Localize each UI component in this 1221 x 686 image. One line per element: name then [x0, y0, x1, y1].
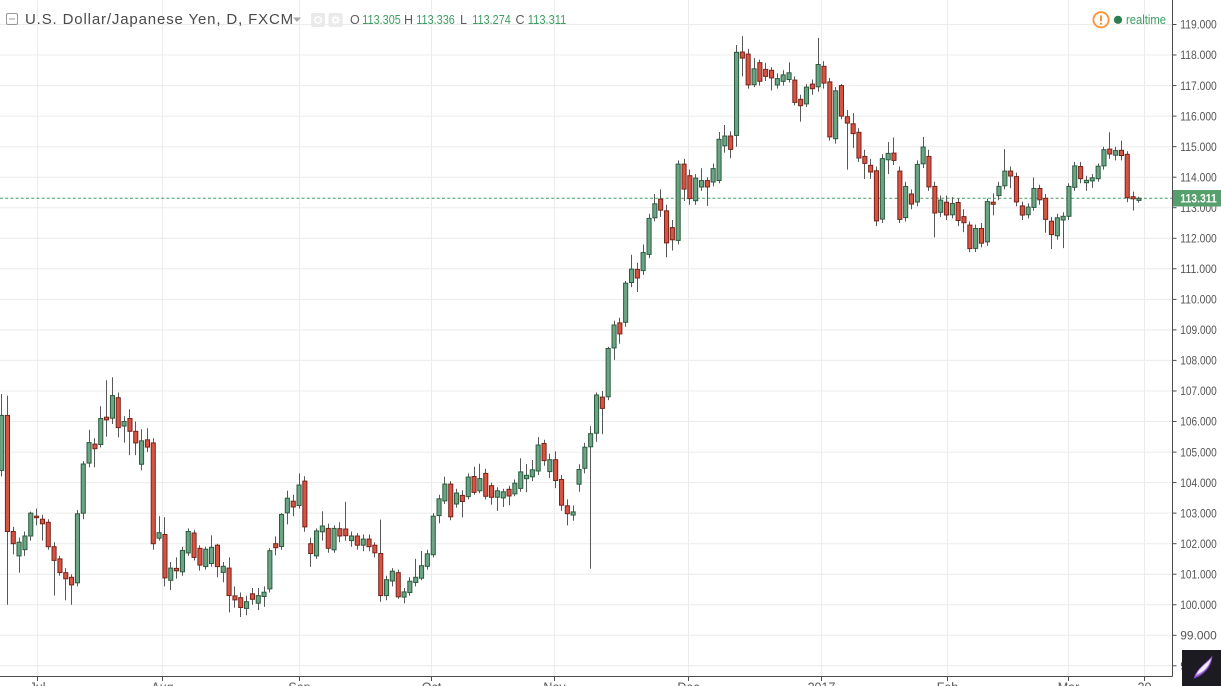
- svg-text:113.274: 113.274: [472, 13, 511, 27]
- svg-text:113.305: 113.305: [362, 13, 401, 27]
- svg-text:113.336: 113.336: [416, 13, 455, 27]
- svg-text:Sep: Sep: [288, 680, 310, 686]
- svg-text:Feb: Feb: [937, 680, 959, 686]
- svg-text:Jul: Jul: [30, 680, 46, 686]
- svg-text:102.000: 102.000: [1180, 537, 1217, 551]
- svg-text:Nov: Nov: [543, 680, 566, 686]
- svg-text:113.311: 113.311: [528, 13, 567, 27]
- svg-text:Dec: Dec: [677, 680, 699, 686]
- svg-text:106.000: 106.000: [1180, 415, 1217, 429]
- svg-text:H: H: [404, 13, 413, 27]
- svg-text:realtime: realtime: [1126, 12, 1166, 27]
- svg-text:Aug: Aug: [151, 680, 173, 686]
- svg-text:116.000: 116.000: [1180, 109, 1217, 123]
- svg-text:2017: 2017: [808, 680, 836, 686]
- svg-text:104.000: 104.000: [1180, 476, 1217, 490]
- svg-text:20: 20: [1138, 680, 1152, 686]
- svg-text:107.000: 107.000: [1180, 384, 1217, 398]
- svg-text:119.000: 119.000: [1180, 18, 1217, 32]
- svg-text:110.000: 110.000: [1180, 293, 1217, 307]
- svg-text:117.000: 117.000: [1180, 79, 1217, 93]
- svg-text:114.000: 114.000: [1180, 170, 1217, 184]
- svg-text:111.000: 111.000: [1180, 262, 1217, 276]
- svg-text:L: L: [460, 13, 467, 27]
- svg-text:101.000: 101.000: [1180, 567, 1217, 581]
- svg-text:112.000: 112.000: [1180, 232, 1217, 246]
- svg-text:99.000: 99.000: [1180, 629, 1217, 643]
- svg-text:Oct: Oct: [422, 680, 442, 686]
- svg-text:100.000: 100.000: [1180, 598, 1217, 612]
- svg-text:103.000: 103.000: [1180, 506, 1217, 520]
- svg-text:C: C: [516, 13, 525, 27]
- svg-text:109.000: 109.000: [1180, 323, 1217, 337]
- svg-text:U.S. Dollar/Japanese Yen, D, F: U.S. Dollar/Japanese Yen, D, FXCM: [25, 11, 294, 28]
- svg-text:115.000: 115.000: [1180, 140, 1217, 154]
- svg-text:Mar: Mar: [1058, 680, 1080, 686]
- svg-text:113.311: 113.311: [1180, 192, 1217, 206]
- svg-text:118.000: 118.000: [1180, 48, 1217, 62]
- svg-text:108.000: 108.000: [1180, 354, 1217, 368]
- svg-text:105.000: 105.000: [1180, 445, 1217, 459]
- svg-text:O: O: [350, 13, 360, 27]
